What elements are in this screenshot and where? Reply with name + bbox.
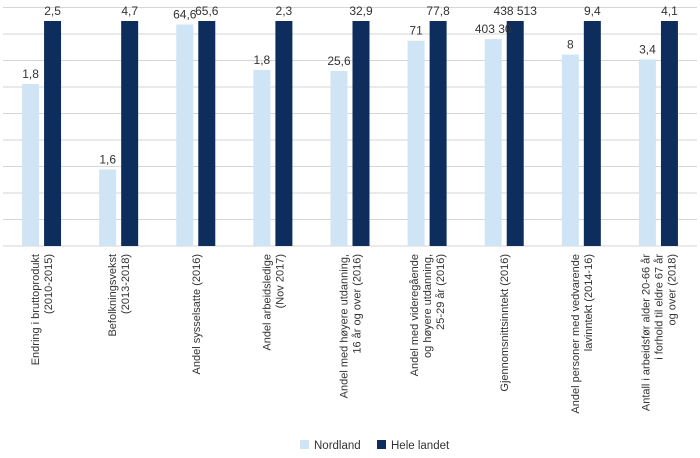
legend-label: Hele landet (391, 440, 450, 452)
value-label: 1,8 (22, 67, 39, 81)
category-label-line: Endring i bruttoprodukt (30, 254, 42, 365)
value-label: 71 (409, 24, 423, 38)
category-label: Andel med videregående og høyere utdannin… (409, 254, 447, 376)
value-label: 3,4 (639, 42, 656, 56)
bars (22, 21, 678, 247)
bar-hele-landet (275, 21, 293, 246)
value-label: 65,6 (195, 4, 219, 18)
value-label: 1,8 (254, 53, 271, 67)
value-label: 25,6 (327, 54, 351, 68)
legend-swatch (377, 440, 386, 449)
category-label-line: Andel med videregående (409, 254, 421, 376)
value-label: 64,6 (173, 7, 197, 21)
category-label-line: Antall i arbeidsfør alder 20-66 år (640, 254, 652, 411)
gridlines (3, 7, 697, 247)
bar-nordland (561, 54, 579, 247)
category-label-line: Andel med høyere utdanning, (339, 254, 351, 398)
value-label: 403 30 (475, 22, 512, 36)
bar-hele-landet (583, 21, 601, 246)
legend-swatch (300, 440, 309, 449)
bar-hele-landet (429, 21, 447, 246)
value-label: 438 513 (494, 4, 538, 18)
bar-hele-landet (352, 21, 370, 246)
bar-hele-landet (506, 21, 524, 246)
bar-hele-landet (44, 21, 62, 246)
bar-nordland (484, 39, 502, 247)
category-label: Antall i arbeidsfør alder 20-66 år i forh… (640, 254, 678, 411)
category-labels: Endring i bruttoprodukt (2010-2015) Befolk… (30, 254, 678, 414)
category-label-line: og over (2018) (666, 254, 678, 326)
category-label: Befolkningsvekst (2013-2018) (107, 254, 132, 337)
category-label-line: (Nov 2017) (274, 254, 286, 308)
category-label: Andel sysselsatte (2016) (191, 254, 203, 374)
value-label: 8 (567, 38, 574, 52)
legend-label: Nordland (314, 440, 361, 452)
category-label-line: Andel personer med vedvarende (570, 254, 582, 414)
category-label-line: i forhold til eldre 67 år (653, 254, 665, 360)
category-label: Andel med høyere utdanning, 16 år og over… (339, 254, 364, 398)
bar-nordland (638, 59, 656, 246)
category-label-line: 16 år og over (2016) (352, 254, 364, 354)
value-label: 4,1 (661, 4, 678, 18)
value-labels: 1,8 2,5 1,6 4,7 64,665,6 1,8 2,3 25,6 32,9 7177,8… (22, 4, 678, 166)
category-label: Andel personer med vedvarende lavinntekt … (570, 254, 595, 414)
category-label-line: Andel sysselsatte (2016) (191, 254, 203, 374)
value-label: 2,5 (44, 4, 61, 18)
bar-nordland (176, 24, 194, 247)
bar-nordland (407, 40, 425, 247)
category-label: Andel arbeidsledige (Nov 2017) (261, 254, 286, 351)
bar-nordland (22, 84, 40, 246)
value-label: 32,9 (349, 4, 373, 18)
category-label-line: Befolkningsvekst (107, 254, 119, 337)
category-label: Gjennomsnittsinntekt (2016) (499, 254, 511, 392)
legend: Nordland Hele landet (300, 440, 450, 452)
category-label-line: lavinntekt (2014-16) (583, 254, 595, 351)
value-label: 9,4 (584, 4, 601, 18)
bar-nordland (99, 169, 117, 246)
category-label-line: 25-29 år (2016) (435, 254, 447, 330)
value-label: 77,8 (426, 4, 450, 18)
value-label: 4,7 (121, 4, 138, 18)
bar-hele-landet (121, 21, 139, 246)
bar-hele-landet (660, 21, 678, 246)
category-label: Endring i bruttoprodukt (2010-2015) (30, 254, 55, 365)
category-label-line: og høyere utdanning, (422, 254, 434, 358)
value-label: 1,6 (99, 152, 116, 166)
bar-hele-landet (198, 21, 216, 246)
category-label-line: (2013-2018) (120, 254, 132, 314)
value-label: 2,3 (276, 4, 293, 18)
category-label-line: (2010-2015) (43, 254, 55, 314)
category-label-line: Andel arbeidsledige (261, 254, 273, 351)
bar-nordland (253, 69, 271, 246)
category-label-line: Gjennomsnittsinntekt (2016) (499, 254, 511, 392)
bar-nordland (330, 70, 348, 246)
